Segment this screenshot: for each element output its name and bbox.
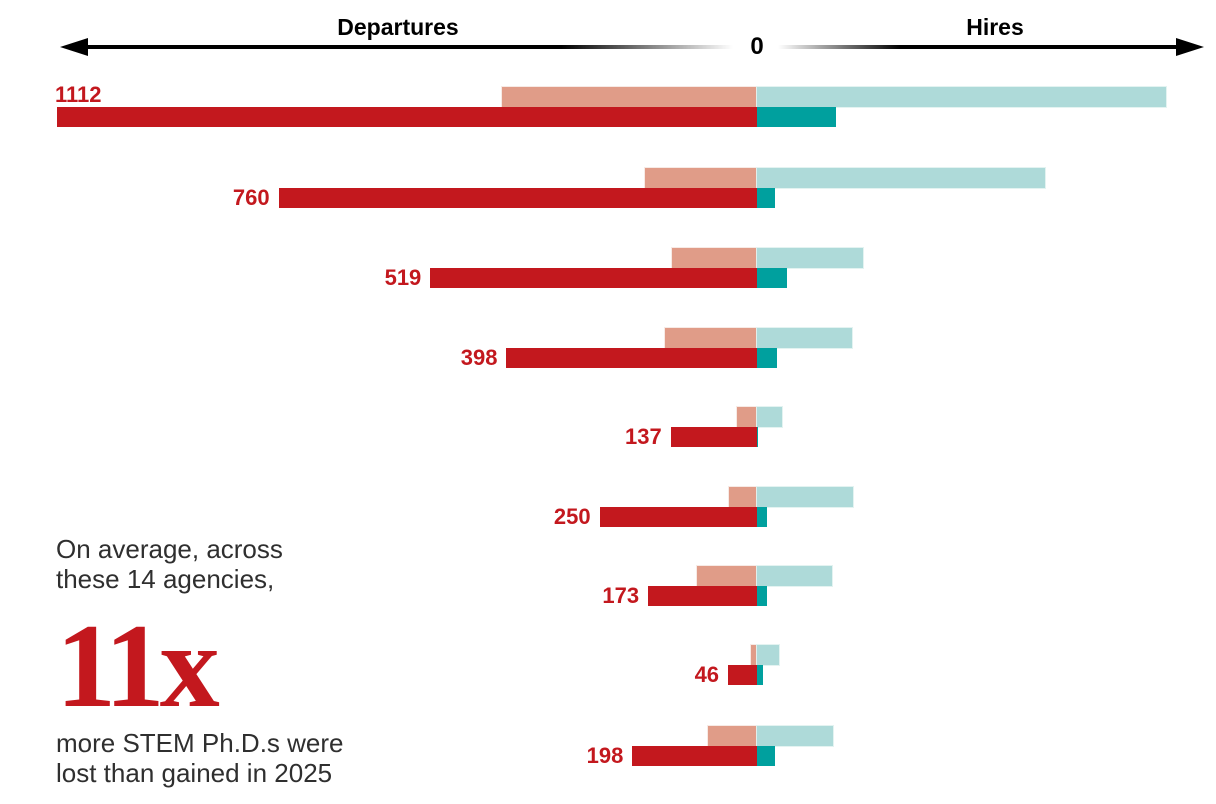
- bar-hires-2025: [757, 507, 767, 527]
- bar-departures-2025: [671, 427, 757, 447]
- bar-departures-2025: [632, 746, 757, 766]
- bar-departures-prior: [502, 87, 757, 107]
- bar-departures-2025: [430, 268, 757, 288]
- bar-hires-2025: [757, 586, 767, 606]
- bar-departures-prior: [708, 726, 757, 746]
- bar-departures-prior: [672, 248, 757, 268]
- bar-departures-prior: [729, 487, 757, 507]
- bar-hires-prior: [757, 726, 833, 746]
- bar-departures-prior: [751, 645, 757, 665]
- bar-departures-prior: [737, 407, 757, 427]
- bar-departures-prior: [645, 168, 757, 188]
- axis-right-line: [770, 45, 1177, 49]
- bar-value-label: 250: [553, 504, 591, 529]
- annotation-block: On average, across these 14 agencies, 11…: [56, 534, 386, 788]
- axis-right-arrowhead-icon: [1176, 38, 1204, 56]
- bar-departures-2025: [600, 507, 757, 527]
- annotation-intro-line2: these 14 agencies,: [56, 564, 275, 594]
- bar-departures-2025: [506, 348, 757, 368]
- bar-departures-2025: [648, 586, 757, 606]
- bar-departures-2025: [279, 188, 757, 208]
- annotation-outro-line1: more STEM Ph.D.s were: [56, 728, 344, 758]
- bar-hires-2025: [757, 188, 775, 208]
- annotation-outro-line2: lost than gained in 2025: [56, 758, 333, 788]
- bar-hires-prior: [757, 407, 782, 427]
- bar-hires-prior: [757, 168, 1045, 188]
- bar-hires-2025: [757, 268, 787, 288]
- axis-departures-label: Departures: [337, 14, 459, 40]
- bar-hires-2025: [757, 107, 836, 127]
- bar-value-label: 519: [384, 265, 422, 290]
- bar-hires-prior: [757, 566, 832, 586]
- bar-hires-prior: [757, 328, 852, 348]
- bar-value-label: 46: [694, 662, 720, 687]
- bar-value-label: 760: [232, 185, 270, 210]
- bar-hires-2025: [757, 348, 777, 368]
- bar-hires-prior: [757, 87, 1166, 107]
- bar-departures-2025: [57, 107, 757, 127]
- axis-left-line: [86, 45, 746, 49]
- bar-hires-2025: [757, 427, 758, 447]
- axis-zero-label: 0: [750, 33, 764, 60]
- axis-left-arrowhead-icon: [60, 38, 88, 56]
- bar-value-label: 398: [460, 345, 498, 370]
- bar-departures-prior: [665, 328, 757, 348]
- bar-departures-prior: [697, 566, 757, 586]
- bar-value-label: 1112: [55, 82, 102, 107]
- bar-departures-2025: [728, 665, 757, 685]
- bar-value-label: 137: [625, 424, 662, 449]
- bar-hires-2025: [757, 665, 763, 685]
- bar-hires-prior: [757, 248, 863, 268]
- axis-hires-label: Hires: [966, 14, 1024, 40]
- annotation-big-stat: 11x: [56, 599, 220, 732]
- bar-hires-prior: [757, 487, 853, 507]
- bar-hires-2025: [757, 746, 775, 766]
- bar-value-label: 198: [586, 743, 624, 768]
- bar-value-label: 173: [602, 583, 640, 608]
- bar-hires-prior: [757, 645, 779, 665]
- annotation-intro-line1: On average, across: [56, 534, 283, 564]
